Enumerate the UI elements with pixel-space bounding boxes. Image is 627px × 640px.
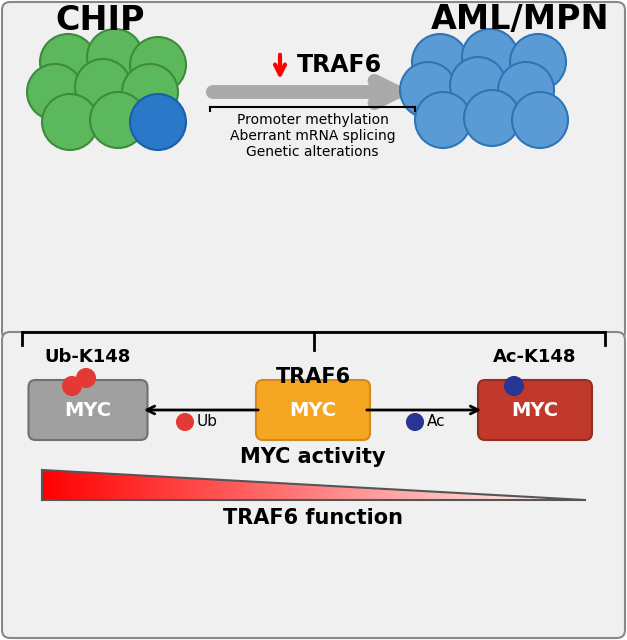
Circle shape — [77, 369, 95, 387]
Circle shape — [510, 34, 566, 90]
Circle shape — [130, 37, 186, 93]
Text: MYC activity: MYC activity — [240, 447, 386, 467]
Circle shape — [462, 29, 518, 85]
Text: Genetic alterations: Genetic alterations — [246, 145, 379, 159]
Circle shape — [87, 29, 143, 85]
Text: Ub: Ub — [197, 415, 218, 429]
Text: MYC: MYC — [512, 401, 559, 419]
FancyBboxPatch shape — [2, 2, 625, 340]
Circle shape — [27, 64, 83, 120]
Circle shape — [498, 62, 554, 118]
Text: Aberrant mRNA splicing: Aberrant mRNA splicing — [229, 129, 395, 143]
Circle shape — [450, 57, 506, 113]
Circle shape — [42, 94, 98, 150]
Circle shape — [464, 90, 520, 146]
Text: TRAF6: TRAF6 — [275, 367, 350, 387]
Circle shape — [122, 64, 178, 120]
Circle shape — [400, 62, 456, 118]
Circle shape — [90, 92, 146, 148]
Circle shape — [177, 414, 193, 430]
Circle shape — [415, 92, 471, 148]
FancyBboxPatch shape — [28, 380, 147, 440]
Circle shape — [407, 414, 423, 430]
Text: TRAF6 function: TRAF6 function — [223, 508, 403, 528]
Circle shape — [63, 377, 81, 395]
FancyBboxPatch shape — [478, 380, 592, 440]
Circle shape — [412, 34, 468, 90]
Circle shape — [130, 94, 186, 150]
Text: MYC: MYC — [65, 401, 112, 419]
Text: Ac: Ac — [427, 415, 446, 429]
Text: MYC: MYC — [290, 401, 337, 419]
Text: Ub-K148: Ub-K148 — [45, 348, 131, 366]
FancyBboxPatch shape — [2, 332, 625, 638]
Text: AML/MPN: AML/MPN — [431, 3, 609, 36]
Text: CHIP: CHIP — [55, 3, 145, 36]
Text: TRAF6: TRAF6 — [297, 53, 382, 77]
Text: Ac-K148: Ac-K148 — [493, 348, 577, 366]
Circle shape — [75, 59, 131, 115]
Circle shape — [505, 377, 523, 395]
FancyBboxPatch shape — [256, 380, 370, 440]
Circle shape — [512, 92, 568, 148]
Text: Promoter methylation: Promoter methylation — [236, 113, 389, 127]
Circle shape — [40, 34, 96, 90]
